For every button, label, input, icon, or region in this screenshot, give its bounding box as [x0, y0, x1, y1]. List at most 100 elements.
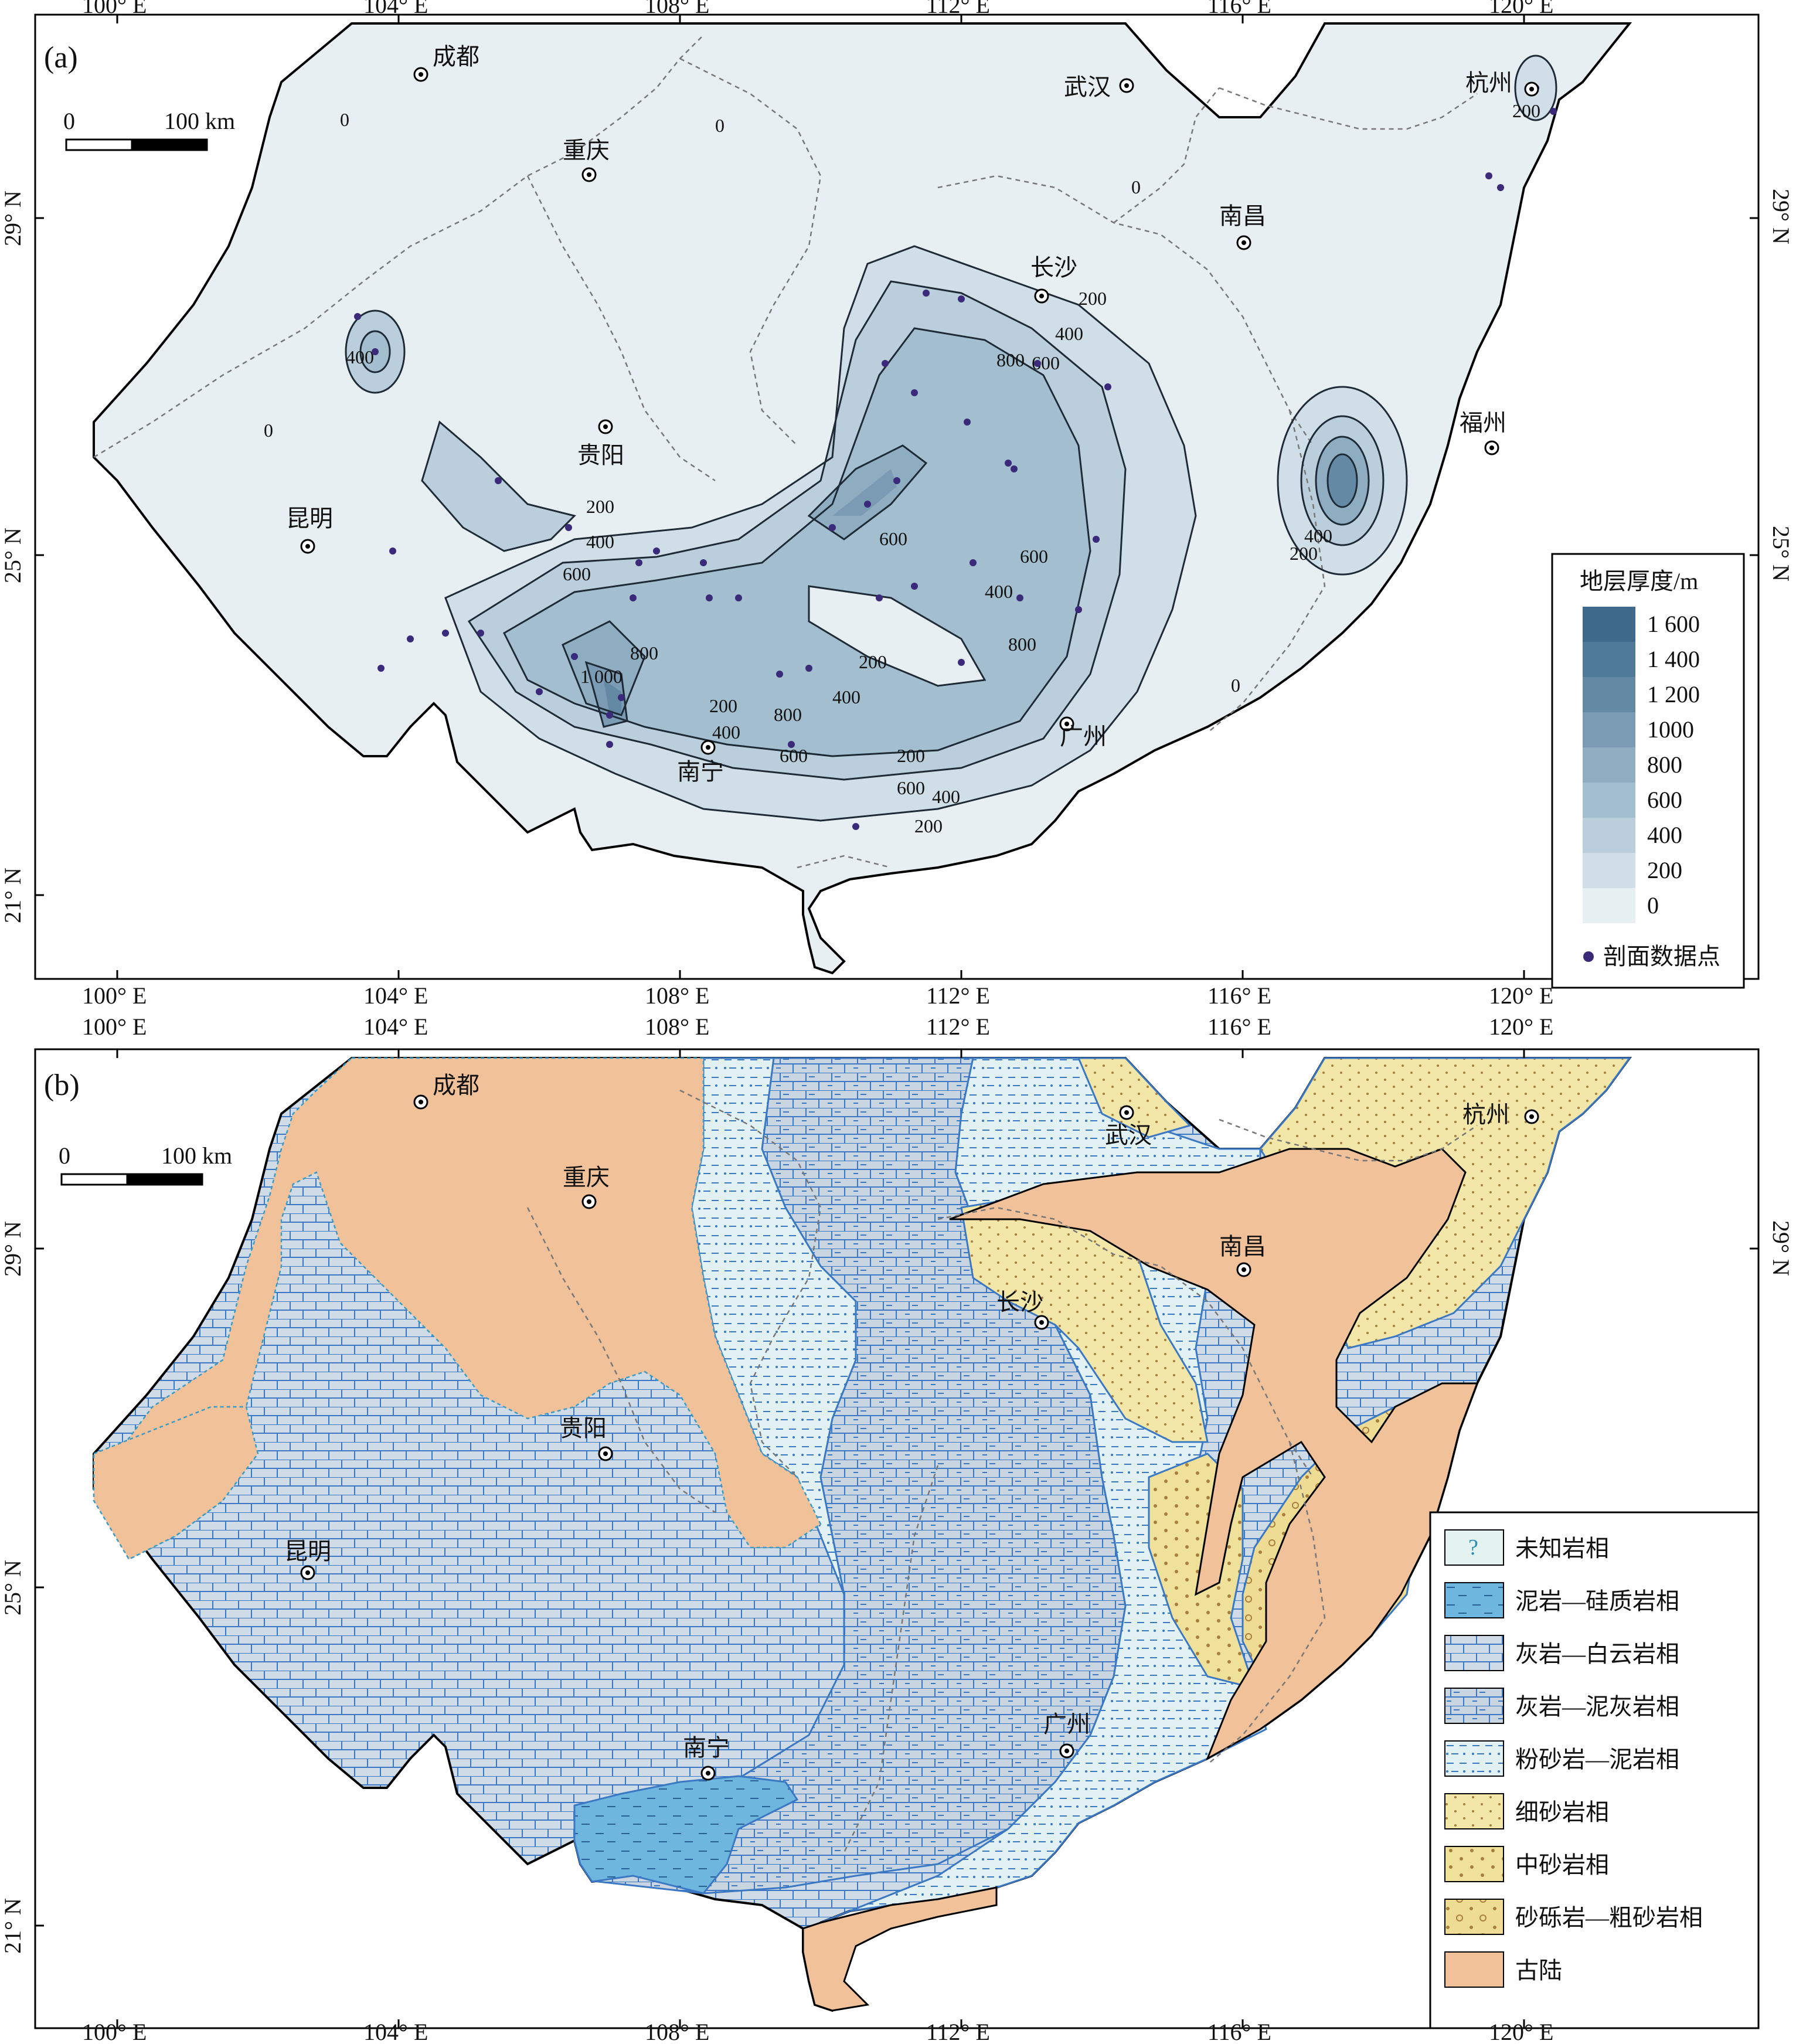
- city-label: 昆明: [284, 1538, 331, 1565]
- scale-distance-label: 100 km: [164, 108, 235, 134]
- contour-label: 800: [996, 349, 1025, 370]
- bottom-tick-label: 116° E: [1207, 982, 1271, 1009]
- legend-label: 中砂岩相: [1515, 1852, 1609, 1878]
- panel-a-legend: 地层厚度/m 1 600 1 400 1 200 1000 800 600 40…: [1551, 553, 1745, 989]
- panel-b-axes: [35, 1049, 1758, 2028]
- legend-label: 细砂岩相: [1515, 1799, 1609, 1825]
- city-label: 成都: [433, 1072, 479, 1098]
- city-label: 杭州: [1465, 70, 1512, 96]
- legend-label: 古陆: [1515, 1957, 1562, 1984]
- panel-a-province-borders: [93, 35, 1478, 869]
- contour-label: 400: [985, 581, 1013, 602]
- contour-label: 200: [1512, 100, 1540, 121]
- city-label: 武汉: [1105, 1122, 1152, 1148]
- contour-label: 1 000: [580, 666, 623, 687]
- legend-level: 400: [1647, 822, 1682, 848]
- panel-b-cities: 成都 重庆 贵阳 昆明 南宁 长沙 武汉 南昌 杭州 广州: [284, 1072, 1539, 1781]
- city-marker: 杭州: [1462, 1101, 1539, 1128]
- city-marker: 重庆: [563, 137, 610, 182]
- scale-zero-label: 0: [59, 1142, 70, 1169]
- city-marker: 重庆: [563, 1164, 610, 1209]
- panel-a-frame: [34, 13, 1760, 980]
- contour-label: 400: [586, 531, 614, 552]
- panel-a-tick-labels: 100° E 104° E 108° E 112° E 116° E 120° …: [0, 0, 1794, 1009]
- contour-label: 200: [859, 651, 887, 672]
- city-marker: 南宁: [677, 740, 724, 785]
- legend-item-limestone-dolomite: 灰岩—白云岩相: [1444, 1635, 1679, 1671]
- panel-b-legend: ? 未知岩相 泥岩—硅质岩相 灰岩—白云岩相 灰岩—泥灰岩相 粉砂岩—泥岩相: [1429, 1511, 1760, 2029]
- city-label: 重庆: [563, 137, 610, 164]
- top-tick-label: 112° E: [926, 1014, 990, 1040]
- city-label: 重庆: [563, 1164, 610, 1191]
- contour-label: 200: [1079, 288, 1107, 309]
- contour-label: 200: [586, 496, 614, 517]
- legend-title: 地层厚度/m: [1580, 568, 1698, 594]
- city-marker: 成都: [413, 43, 479, 82]
- scale-zero-label: 0: [63, 108, 75, 134]
- legend-label: 灰岩—白云岩相: [1515, 1641, 1679, 1667]
- contour-label: 600: [879, 528, 907, 549]
- city-marker: 武汉: [1064, 74, 1134, 100]
- contour-label: 600: [897, 777, 925, 798]
- city-marker: 广州: [1043, 1711, 1090, 1759]
- legend-label: 粉砂岩—泥岩相: [1515, 1746, 1679, 1773]
- panel-b: 成都 重庆 贵阳 昆明 南宁 长沙 武汉 南昌 杭州 广州 (b) 0: [0, 1014, 1794, 2044]
- legend-level: 600: [1647, 787, 1682, 813]
- city-label: 南昌: [1219, 1233, 1266, 1260]
- city-marker: 福州: [1460, 410, 1506, 455]
- legend-points-label: 剖面数据点: [1603, 943, 1720, 970]
- legend-level: 1 200: [1647, 681, 1700, 708]
- panel-a-contour-lines: [345, 55, 1557, 822]
- city-label: 贵阳: [560, 1415, 607, 1441]
- city-label: 南昌: [1219, 203, 1266, 229]
- top-tick-label: 100° E: [82, 0, 147, 18]
- contour-label: 400: [932, 786, 960, 807]
- legend-item-mudstone-siliceous: 泥岩—硅质岩相: [1444, 1582, 1679, 1618]
- city-label: 南宁: [677, 759, 724, 785]
- panel-b-scale-bar: 0 100 km: [59, 1142, 232, 1186]
- contour-label: 400: [1304, 525, 1332, 546]
- city-label: 贵阳: [577, 442, 624, 468]
- left-lat-label: 21° N: [0, 1898, 26, 1954]
- city-label: 武汉: [1064, 74, 1111, 100]
- panel-a-label: (a): [44, 41, 78, 74]
- contour-label: 600: [780, 745, 808, 766]
- contour-label: 400: [1055, 323, 1083, 344]
- top-tick-label: 104° E: [363, 1014, 428, 1040]
- city-marker: 南昌: [1219, 1233, 1266, 1277]
- contour-label: 400: [346, 346, 374, 368]
- legend-item-medium-sandstone: 中砂岩相: [1444, 1846, 1609, 1882]
- bottom-tick-label: 108° E: [645, 2019, 709, 2044]
- top-tick-label: 100° E: [82, 1014, 147, 1040]
- scale-distance-label: 100 km: [161, 1142, 232, 1169]
- bottom-tick-label: 116° E: [1207, 2019, 1271, 2044]
- legend-item-siltstone-mudstone: 粉砂岩—泥岩相: [1444, 1740, 1679, 1777]
- contour-label: 200: [1290, 543, 1318, 564]
- contour-label: 200: [914, 815, 943, 836]
- legend-level: 800: [1647, 751, 1682, 778]
- panel-b-province-borders: [526, 1089, 1478, 1853]
- top-tick-label: 108° E: [645, 0, 709, 18]
- top-tick-label: 112° E: [926, 0, 990, 18]
- legend-label: 泥岩—硅质岩相: [1515, 1588, 1679, 1614]
- left-lat-label: 25° N: [0, 528, 26, 583]
- left-lat-label: 21° N: [0, 868, 26, 923]
- legend-label: 灰岩—泥灰岩相: [1515, 1693, 1679, 1720]
- bottom-tick-label: 112° E: [926, 982, 990, 1009]
- city-label: 成都: [433, 43, 479, 70]
- bottom-tick-label: 104° E: [363, 2019, 428, 2044]
- bottom-tick-label: 108° E: [645, 982, 709, 1009]
- legend-item-fine-sandstone: 细砂岩相: [1444, 1793, 1609, 1829]
- top-tick-label: 104° E: [363, 0, 428, 18]
- legend-label: 未知岩相: [1515, 1535, 1609, 1562]
- contour-label: 0: [340, 109, 349, 130]
- right-lat-label: 29° N: [1768, 1220, 1794, 1276]
- city-label: 昆明: [286, 505, 333, 532]
- top-tick-label: 120° E: [1489, 1014, 1553, 1040]
- city-label: 杭州: [1462, 1101, 1509, 1128]
- panel-a: 0 0 0 0 0 200 400 600 800 1 000 200 400 …: [0, 0, 1794, 1009]
- panel-b-facies: [93, 1057, 1632, 2012]
- left-lat-label: 25° N: [0, 1560, 26, 1616]
- contour-label: 0: [264, 420, 273, 441]
